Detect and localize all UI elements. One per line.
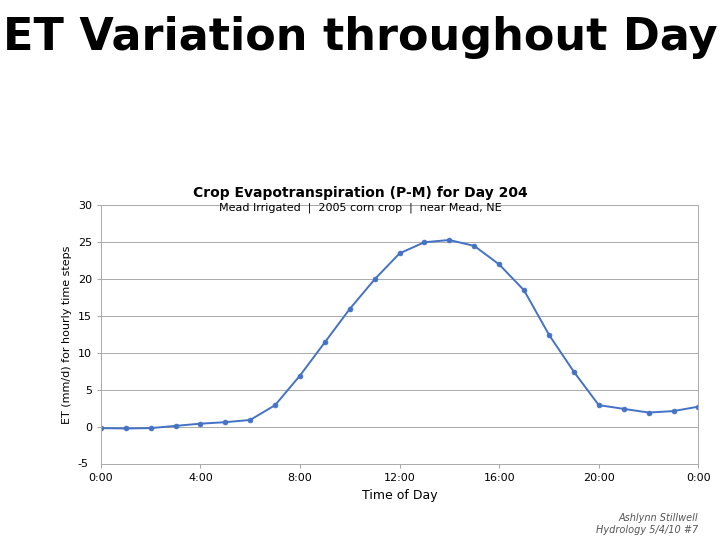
Text: Crop Evapotranspiration (P-M) for Day 204: Crop Evapotranspiration (P-M) for Day 20… [193,186,527,200]
X-axis label: Time of Day: Time of Day [361,489,438,502]
Y-axis label: ET (mm/d) for hourly time steps: ET (mm/d) for hourly time steps [62,246,72,424]
Text: -5: -5 [77,460,89,469]
Text: Ashlynn Stillwell
Hydrology 5/4/10 #7: Ashlynn Stillwell Hydrology 5/4/10 #7 [596,513,698,535]
Text: Mead Irrigated  |  2005 corn crop  |  near Mead, NE: Mead Irrigated | 2005 corn crop | near M… [219,202,501,213]
Text: ET Variation throughout Day: ET Variation throughout Day [3,16,717,59]
